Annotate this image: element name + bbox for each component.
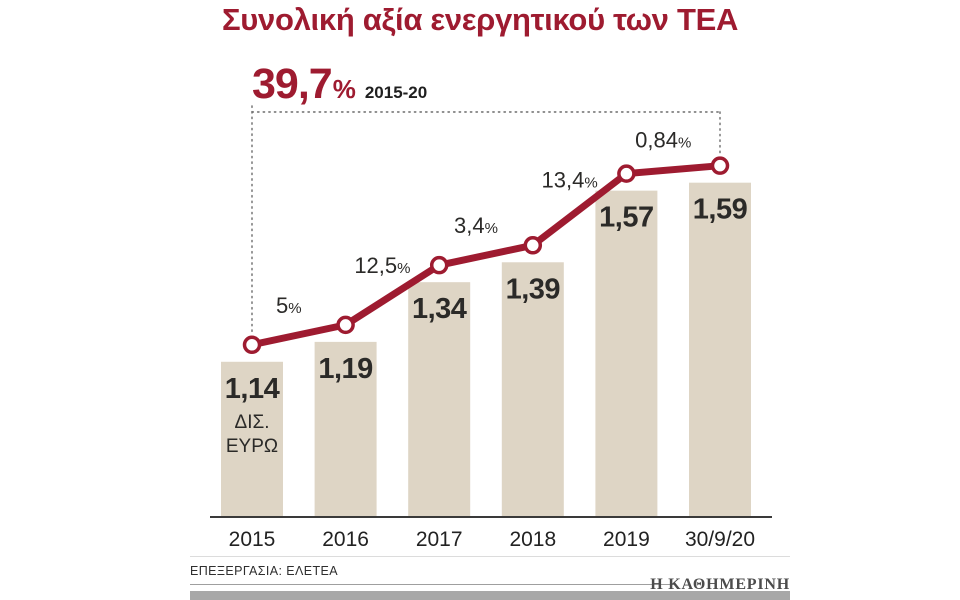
year-label: 2018: [509, 528, 556, 551]
growth-label: 0,84%: [635, 128, 691, 153]
bar-2017: [408, 282, 471, 517]
trend-point-2016: [336, 315, 355, 335]
bar-value-label: 1,14: [225, 373, 280, 405]
year-label: 2016: [322, 528, 369, 551]
bar-30/9/20: [689, 182, 751, 517]
source-credit: ΕΠΕΞΕΡΓΑΣΙΑ: ΕΛΕΤΕΑ: [190, 564, 338, 578]
growth-label: 13,4%: [542, 167, 598, 192]
trend-point-30/9/20: [710, 156, 730, 175]
trend-point-2017: [429, 255, 449, 275]
brand-divider: [190, 584, 675, 585]
growth-bracket-dotted-line: [251, 105, 721, 335]
bar-2016: [314, 341, 377, 517]
trend-point-2019: [617, 164, 636, 183]
unit-label: ΔΙΣ.: [235, 412, 270, 433]
source-divider: [190, 556, 790, 557]
bar-value-label: 1,59: [693, 194, 748, 226]
unit-label: ΕΥΡΩ: [226, 436, 278, 457]
year-label: 2017: [416, 528, 463, 551]
total-growth-value: 39,7: [252, 60, 333, 108]
bar-2019: [595, 190, 658, 517]
trend-point-2018: [523, 236, 543, 255]
bar-value-label: 1,34: [412, 293, 467, 325]
brand-logo: Η ΚΑΘΗΜΕΡΙΝΗ: [650, 576, 790, 593]
growth-label: 12,5%: [354, 253, 410, 278]
year-label: 2015: [229, 528, 276, 551]
trend-line: [248, 162, 724, 349]
bar-value-label: 1,19: [318, 353, 373, 385]
bar-2015: [221, 361, 283, 517]
bar-value-label: 1,57: [599, 202, 653, 234]
year-label: 2019: [603, 528, 650, 551]
growth-label: 5%: [276, 293, 302, 318]
trend-point-2015: [242, 335, 262, 355]
percent-sign: %: [332, 74, 356, 104]
chart-title: Συνολική αξία ενεργητικού των ΤΕΑ: [221, 2, 739, 37]
year-label: 30/9/20: [685, 528, 755, 551]
total-growth-period: 2015-20: [364, 83, 428, 102]
brand-bar: [190, 591, 790, 600]
growth-label: 3,4%: [454, 213, 498, 238]
total-growth: 39,7 % 2015-20: [252, 60, 427, 109]
bar-2018: [501, 262, 564, 517]
bar-value-label: 1,39: [506, 273, 561, 305]
